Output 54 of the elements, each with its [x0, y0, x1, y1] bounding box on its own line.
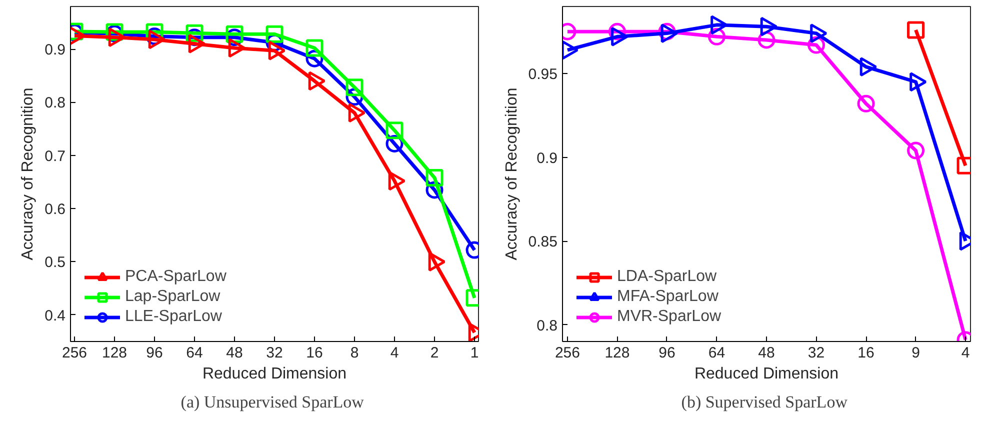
point	[426, 168, 444, 186]
y-tick-label: 0.5	[44, 254, 66, 272]
point	[306, 39, 324, 57]
x-tick-label: 48	[226, 344, 243, 362]
x-tick-label: 64	[708, 344, 726, 362]
x-tick-label: 16	[858, 344, 874, 362]
legend-label: MFA-SparLow	[617, 288, 718, 306]
y-tick-label: 0.95	[528, 66, 558, 83]
text: (a) Unsupervised SparLow	[180, 392, 365, 412]
x-tick-label: 2	[430, 344, 439, 362]
y-tick-label: 0.8	[536, 317, 558, 334]
y-tick-label: 0.8	[44, 94, 66, 112]
legend-label: Lap-SparLow	[125, 288, 220, 306]
point	[760, 16, 778, 36]
point	[611, 26, 628, 46]
point	[346, 78, 364, 96]
y-axis-title: Accuracy of Recognition	[20, 88, 37, 260]
point	[386, 122, 404, 140]
x-tick-label: 64	[186, 344, 203, 362]
y-tick-label: 0.7	[44, 148, 66, 165]
y-tick-label: 0.85	[528, 234, 558, 250]
text: (b) Supervised SparLow	[681, 392, 848, 412]
x-tick-label: 32	[266, 344, 283, 362]
x-tick-label: 96	[146, 344, 163, 362]
x-axis-title: Reduced Dimension	[202, 366, 347, 382]
y-axis-title: Accuracy of Recognition	[503, 88, 520, 260]
x-tick-label: 32	[808, 344, 825, 362]
x-axis-title: Reduced Dimension	[694, 366, 839, 382]
x-tick-label: 96	[658, 344, 676, 362]
x-tick-label: 4	[390, 344, 399, 362]
point	[266, 25, 284, 43]
x-tick-label: 256	[554, 344, 580, 362]
legend-label: PCA-SparLow	[125, 268, 226, 286]
x-tick-label: 128	[102, 344, 128, 362]
point	[710, 15, 728, 35]
legend-label: MVR-SparLow	[617, 308, 722, 326]
point	[562, 40, 579, 60]
y-tick-label: 0.6	[44, 201, 66, 218]
y-tick-label: 0.9	[44, 42, 66, 59]
x-tick-label: 128	[604, 344, 630, 362]
x-tick-label: 4	[961, 344, 970, 362]
point	[857, 94, 875, 112]
point	[660, 24, 678, 44]
x-tick-label: 1	[470, 344, 479, 362]
legend-label: LLE-SparLow	[125, 308, 222, 326]
x-tick-label: 16	[306, 344, 323, 362]
point	[907, 142, 925, 160]
legend-label: LDA-SparLow	[617, 268, 717, 286]
x-tick-label: 256	[62, 344, 88, 362]
y-tick-label: 0.4	[44, 307, 66, 324]
x-tick-label: 9	[912, 344, 920, 362]
x-tick-label: 48	[758, 344, 775, 362]
y-tick-label: 0.9	[536, 150, 558, 167]
x-tick-label: 8	[350, 344, 359, 362]
